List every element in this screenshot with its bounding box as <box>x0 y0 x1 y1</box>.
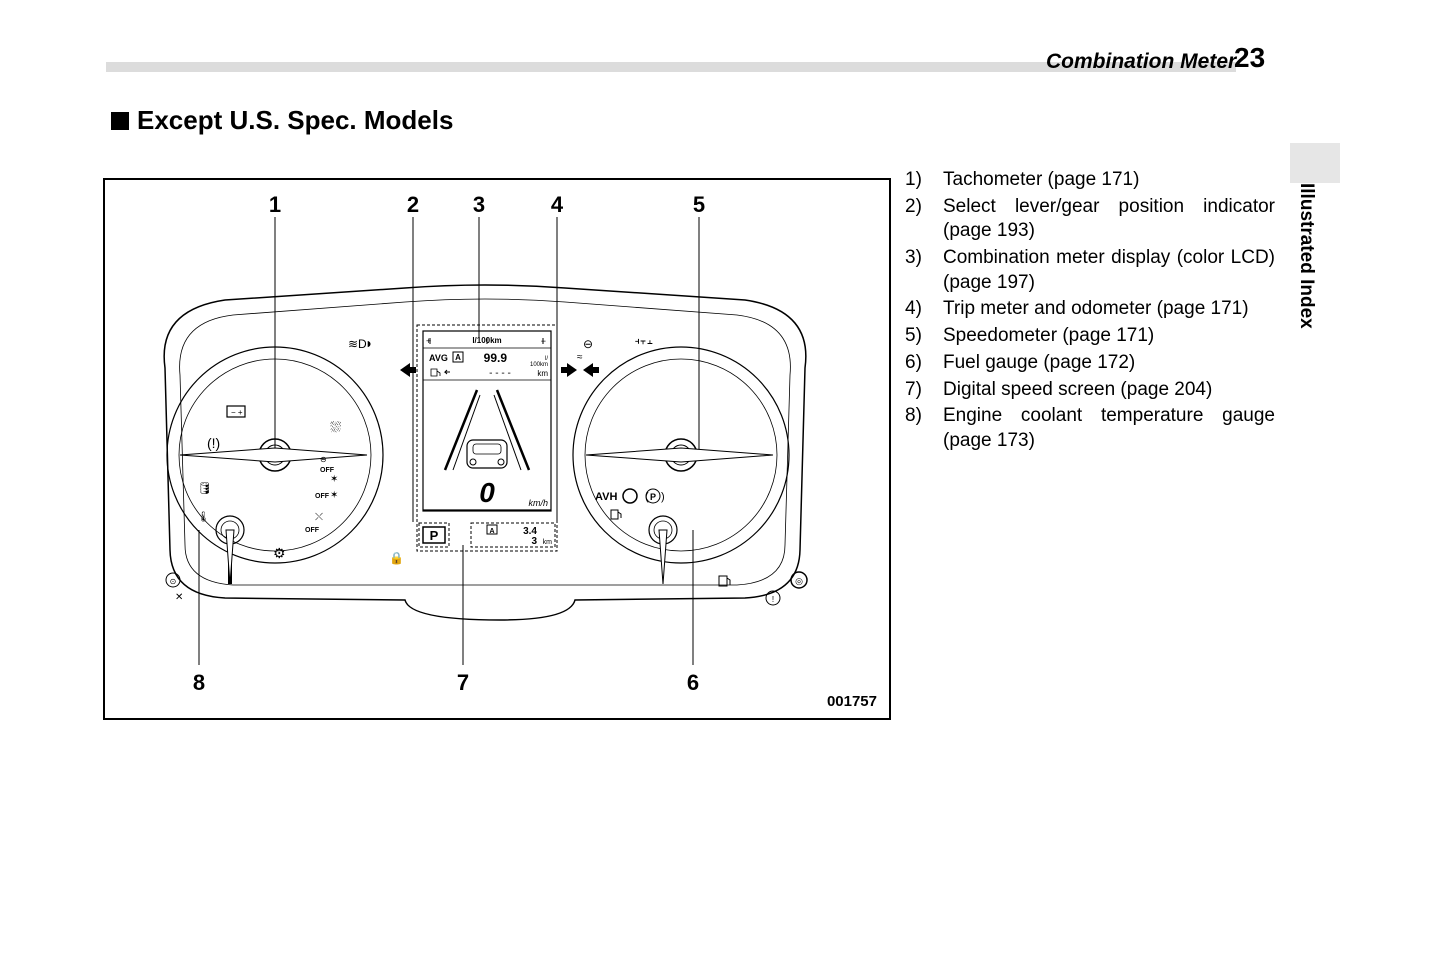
lcd-speed-value: 0 <box>479 477 495 508</box>
lcd-trip-value-2: 3 <box>531 536 537 547</box>
svg-text:🔒: 🔒 <box>389 551 404 565</box>
svg-text:km: km <box>537 369 548 378</box>
svg-text:⊙: ⊙ <box>170 577 177 586</box>
svg-text:⛆: ⛆ <box>330 419 341 435</box>
svg-text:◗: ◗ <box>365 335 373 351</box>
legend-item-3: 3)Combination meter display (color LCD) … <box>905 246 1275 295</box>
lcd-speed-unit: km/h <box>528 498 548 508</box>
svg-text:OFF: OFF <box>315 493 330 500</box>
legend-item-4: 4)Trip meter and odometer (page 171) <box>905 297 1275 322</box>
legend-item-6: 6)Fuel gauge (page 172) <box>905 351 1275 376</box>
svg-text:100km: 100km <box>530 362 548 368</box>
lcd-avg-label: AVG <box>429 353 448 363</box>
svg-text:◎: ◎ <box>795 576 803 586</box>
right-gauge-hold-icon: ⫞⫟⫠ <box>635 336 653 346</box>
section-marker-icon <box>111 112 129 130</box>
figure-id: 001757 <box>827 693 877 710</box>
side-tab-label: Illustrated Index <box>1295 183 1317 329</box>
svg-text:A: A <box>489 528 494 535</box>
svg-text:km: km <box>543 539 553 546</box>
svg-text:≈: ≈ <box>577 352 583 363</box>
side-tab-background <box>1290 143 1340 183</box>
svg-text:− +: − + <box>231 408 243 417</box>
legend-item-8: 8)Engine coolant temperature gauge (page… <box>905 404 1275 453</box>
legend-item-5: 5)Speedometer (page 171) <box>905 324 1275 349</box>
right-gauge-avh-label: AVH <box>595 491 617 503</box>
svg-text:✕: ✕ <box>175 592 183 603</box>
diagram-frame: 1 2 3 4 5 8 7 6 <box>103 178 891 720</box>
svg-text:✶: ✶ <box>330 490 338 501</box>
header-title: Combination Meter <box>1046 50 1236 74</box>
legend-item-1: 1)Tachometer (page 171) <box>905 168 1275 193</box>
svg-text:−: − <box>541 336 546 346</box>
svg-text:⤬: ⤬ <box>315 512 323 523</box>
page-number: 23 <box>1234 42 1265 74</box>
svg-text:(!): (!) <box>207 435 220 451</box>
lcd-avg-value: 99.9 <box>484 351 508 365</box>
svg-text:A: A <box>455 353 461 362</box>
svg-text:!: ! <box>772 595 774 604</box>
lcd-fuel-row: - - - - <box>489 368 511 379</box>
svg-text:🛢: 🛢 <box>197 481 212 495</box>
legend-list: 1)Tachometer (page 171) 2)Select lever/g… <box>905 168 1275 456</box>
svg-text:⚙: ⚙ <box>273 545 286 561</box>
svg-text:OFF: OFF <box>320 467 335 474</box>
legend-item-2: 2)Select lever/gear position indicator (… <box>905 195 1275 244</box>
lcd-gear-indicator: P <box>430 528 439 543</box>
svg-text:⊖: ⊖ <box>583 337 593 351</box>
svg-text:🌡: 🌡 <box>197 511 210 523</box>
svg-text:P: P <box>650 492 656 502</box>
svg-text:): ) <box>661 491 665 503</box>
combination-meter-diagram: l/100km + − AVG A 99.9 l/ 100km - - - - … <box>105 180 893 722</box>
svg-text:✶: ✶ <box>330 474 338 485</box>
svg-text:⊖: ⊖ <box>320 455 327 464</box>
lcd-consumption-unit: l/100km <box>472 336 501 345</box>
section-title: Except U.S. Spec. Models <box>137 105 453 136</box>
legend-item-7: 7)Digital speed screen (page 204) <box>905 378 1275 403</box>
svg-text:OFF: OFF <box>305 527 320 534</box>
svg-text:(: ( <box>645 491 649 503</box>
svg-text:+: + <box>426 336 431 346</box>
